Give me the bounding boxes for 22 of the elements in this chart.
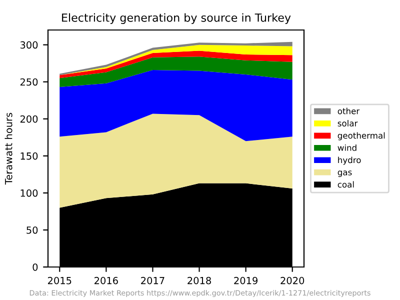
y-tick-label: 50 bbox=[26, 226, 38, 234]
x-tick-label: 2015 bbox=[48, 276, 72, 284]
legend-label: geothermal bbox=[338, 132, 385, 140]
legend-label: gas bbox=[338, 170, 352, 177]
legend-label: hydro bbox=[338, 156, 361, 165]
y-tick-label: 250 bbox=[20, 78, 38, 86]
x-tick-label: 2017 bbox=[141, 276, 164, 284]
x-tick-label: 2018 bbox=[188, 276, 211, 284]
y-tick-label: 200 bbox=[20, 115, 38, 123]
legend-label: solar bbox=[338, 120, 358, 126]
y-axis-title: Terawatt hours bbox=[4, 112, 12, 185]
legend-label: other bbox=[338, 108, 360, 114]
y-tick-label: 300 bbox=[20, 41, 38, 49]
y-tick-label: 0 bbox=[32, 263, 38, 271]
y-tick-label: 100 bbox=[20, 189, 38, 197]
x-tick-label: 2019 bbox=[234, 276, 258, 284]
y-tick-label: 150 bbox=[20, 152, 38, 160]
chart-title: Electricity generation by source in Turkey bbox=[62, 13, 291, 24]
legend-label: wind bbox=[338, 144, 356, 151]
legend-label: coal bbox=[338, 181, 354, 188]
x-tick-label: 2016 bbox=[94, 276, 118, 284]
x-tick-label: 2020 bbox=[280, 276, 304, 284]
